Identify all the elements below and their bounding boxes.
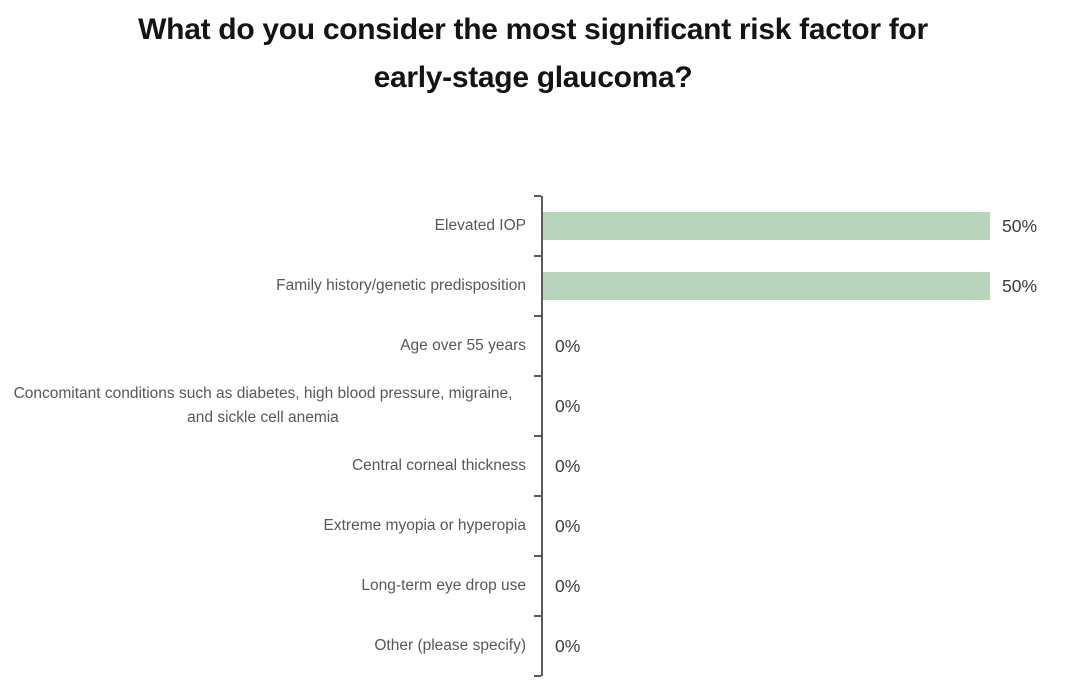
bar-chart: Elevated IOP 50% Family history/genetic … [0, 195, 1066, 677]
category-label-text: Extreme myopia or hyperopia [323, 516, 526, 534]
category-label-text: Central corneal thickness [351, 456, 526, 474]
bar-track: 0% [534, 495, 1066, 556]
bar-row: Extreme myopia or hyperopia 0% [0, 495, 1066, 556]
category-label: Elevated IOP [0, 214, 541, 238]
bar-track: 50% [534, 195, 1066, 256]
category-label: Extreme myopia or hyperopia [0, 514, 541, 538]
chart-title-line1: What do you consider the most significan… [138, 13, 928, 46]
category-label-text: Elevated IOP [434, 216, 526, 234]
bar-row: Central corneal thickness 0% [0, 435, 1066, 496]
category-label: Family history/genetic predisposition [0, 274, 541, 298]
category-label-text: Long-term eye drop use [361, 576, 526, 594]
category-label-text: Concomitant conditions such as diabetes,… [13, 384, 513, 426]
value-label: 0% [555, 335, 581, 356]
bar-row: Elevated IOP 50% [0, 195, 1066, 256]
bar-row: Age over 55 years 0% [0, 315, 1066, 376]
category-label: Concomitant conditions such as diabetes,… [0, 382, 541, 430]
bar-track: 0% [534, 435, 1066, 496]
value-label: 0% [555, 575, 581, 596]
bar-track: 50% [534, 255, 1066, 316]
value-label: 50% [1002, 275, 1038, 296]
bar-row: Long-term eye drop use 0% [0, 555, 1066, 616]
value-label: 0% [555, 635, 581, 656]
bar-track: 0% [534, 375, 1066, 436]
bar-row: Family history/genetic predisposition 50… [0, 255, 1066, 316]
chart-title-line2: early-stage glaucoma? [373, 61, 693, 94]
category-label-text: Age over 55 years [400, 336, 526, 354]
bar [543, 272, 990, 300]
bar [543, 212, 990, 240]
bar-track: 0% [534, 555, 1066, 616]
category-label-text: Family history/genetic predisposition [276, 276, 526, 294]
bar-row: Other (please specify) 0% [0, 615, 1066, 677]
category-label-text: Other (please specify) [374, 636, 526, 654]
category-label: Other (please specify) [0, 634, 541, 658]
bar-track: 0% [534, 315, 1066, 376]
bar-track: 0% [534, 615, 1066, 677]
value-label: 0% [555, 515, 581, 536]
bar-row: Concomitant conditions such as diabetes,… [0, 375, 1066, 436]
chart-title: What do you consider the most significan… [0, 6, 1066, 102]
value-label: 0% [555, 395, 581, 416]
value-label: 0% [555, 455, 581, 476]
category-label: Long-term eye drop use [0, 574, 541, 598]
category-label: Age over 55 years [0, 334, 541, 358]
category-label: Central corneal thickness [0, 454, 541, 478]
value-label: 50% [1002, 215, 1038, 236]
